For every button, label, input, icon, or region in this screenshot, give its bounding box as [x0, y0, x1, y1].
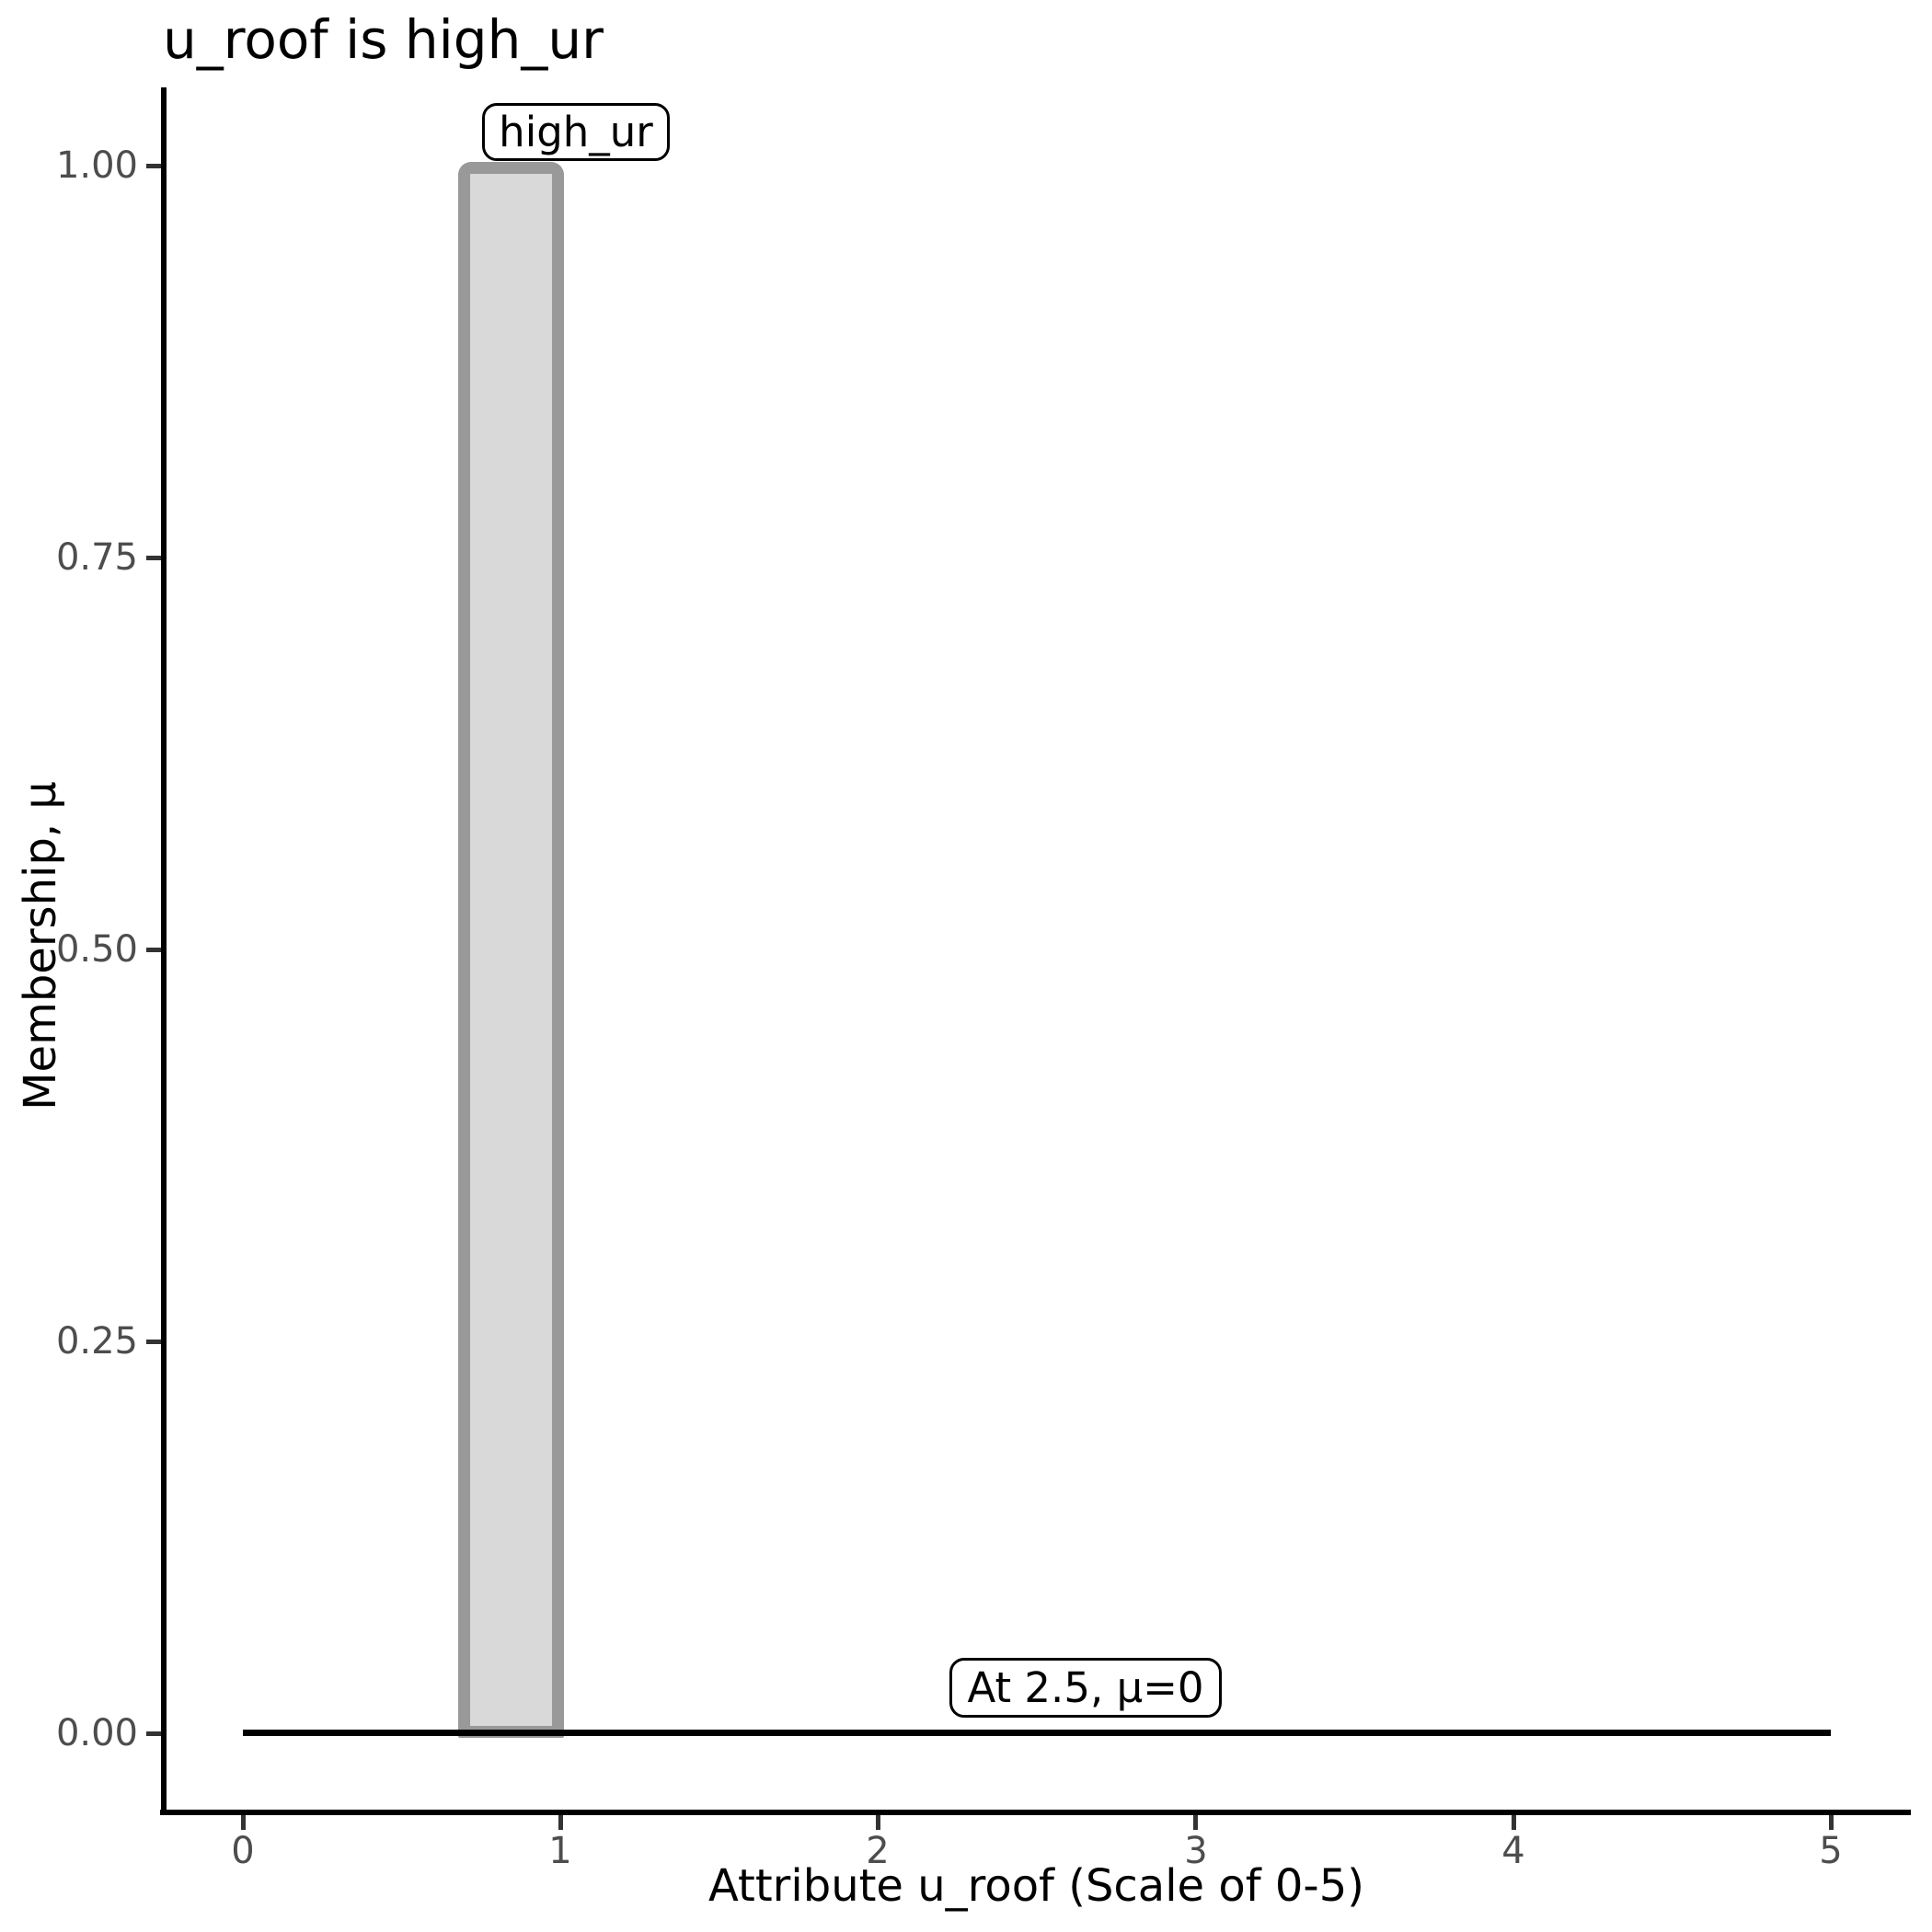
y-tick-label: 0.00	[55, 1712, 138, 1754]
y-tick-mark	[146, 164, 161, 168]
y-tick-label: 0.25	[55, 1320, 138, 1363]
x-tick-mark	[1193, 1815, 1198, 1830]
y-tick-label: 0.50	[55, 928, 138, 971]
plot-title: u_roof is high_ur	[163, 8, 604, 71]
x-tick-label: 4	[1501, 1830, 1525, 1872]
y-tick-label: 0.75	[55, 536, 138, 579]
membership-function-rect	[458, 162, 564, 1738]
y-axis-line	[161, 87, 167, 1815]
x-tick-mark	[558, 1815, 563, 1830]
x-tick-mark	[876, 1815, 880, 1830]
x-tick-label: 0	[231, 1830, 255, 1872]
zero-membership-line	[243, 1730, 1831, 1736]
x-tick-label: 1	[548, 1830, 572, 1872]
set-label-text: high_ur	[499, 108, 653, 156]
y-tick-mark	[146, 1340, 161, 1344]
x-tick-label: 3	[1184, 1830, 1208, 1872]
x-axis-title: Attribute u_roof (Scale of 0-5)	[708, 1860, 1364, 1912]
x-tick-label: 5	[1819, 1830, 1843, 1872]
y-tick-mark	[146, 556, 161, 560]
set-label-box: high_ur	[482, 103, 670, 161]
point-label-box: At 2.5, μ=0	[949, 1658, 1222, 1718]
y-tick-mark	[146, 1731, 161, 1736]
point-label-text: At 2.5, μ=0	[967, 1663, 1204, 1712]
x-axis-line	[160, 1810, 1911, 1815]
x-tick-mark	[1512, 1815, 1516, 1830]
x-tick-mark	[1829, 1815, 1834, 1830]
x-tick-mark	[241, 1815, 246, 1830]
x-tick-label: 2	[866, 1830, 890, 1872]
y-tick-mark	[146, 948, 161, 952]
y-tick-label: 1.00	[55, 144, 138, 187]
